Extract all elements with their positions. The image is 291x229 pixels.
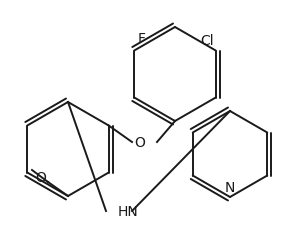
Text: Cl: Cl	[200, 33, 214, 47]
Text: F: F	[137, 31, 145, 45]
Text: O: O	[134, 135, 146, 149]
Text: N: N	[225, 180, 235, 194]
Text: HN: HN	[118, 204, 139, 218]
Text: O: O	[35, 170, 46, 184]
